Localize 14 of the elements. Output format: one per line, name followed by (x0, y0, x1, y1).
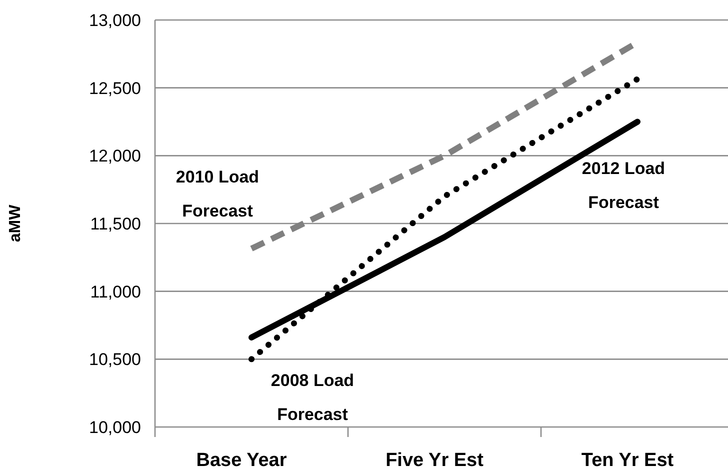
y-tick-label: 11,500 (90, 214, 141, 234)
y-tick-label: 12,500 (89, 78, 141, 98)
x-tick-label: Ten Yr Est (581, 450, 674, 471)
y-tick-label: 11,000 (90, 282, 141, 302)
x-tick-label: Base Year (196, 450, 288, 471)
x-tick-label: Five Yr Est (386, 450, 484, 471)
y-tick-label: 10,000 (89, 418, 141, 437)
series-label: 2010 Load Forecast (176, 168, 260, 221)
y-tick-label: 10,500 (89, 350, 141, 370)
y-tick-label: 12,000 (89, 146, 141, 166)
y-tick-label: 13,000 (89, 10, 141, 30)
series-label: 2008 Load Forecast (270, 371, 354, 424)
y-axis-title: aMW (7, 204, 24, 242)
series-label: 2012 Load Forecast (582, 158, 666, 212)
